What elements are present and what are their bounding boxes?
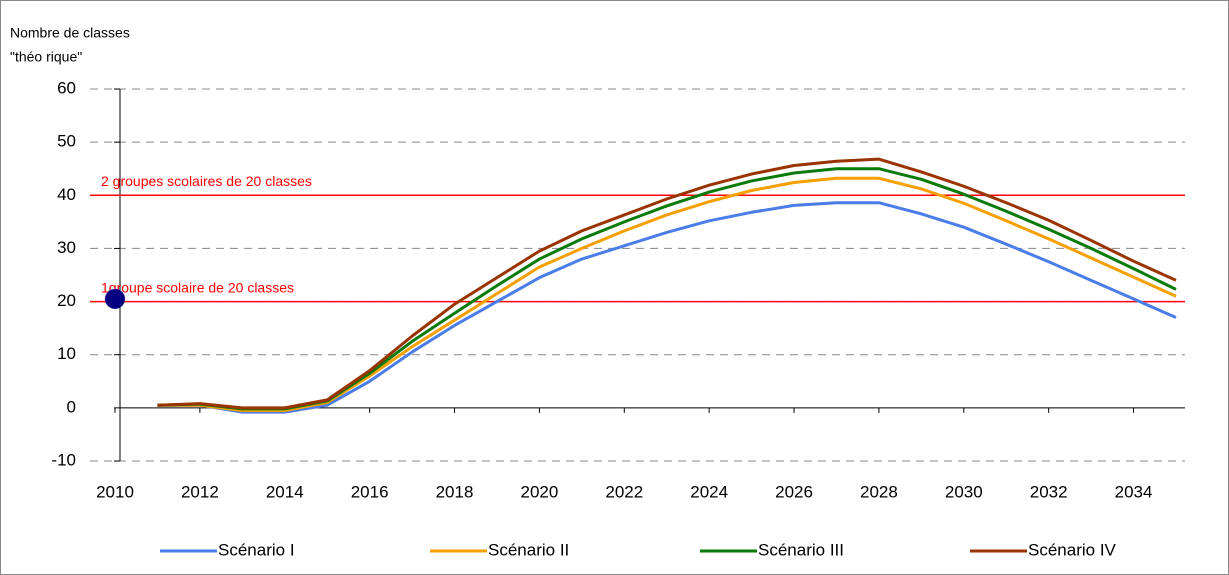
y-tick-label: 20 bbox=[57, 291, 76, 310]
x-tick-label: 2010 bbox=[96, 482, 134, 501]
x-tick-label: 2014 bbox=[266, 482, 304, 501]
x-tick-label: 2034 bbox=[1115, 482, 1153, 501]
y-tick-label: 50 bbox=[57, 132, 76, 151]
series-line bbox=[157, 176, 1177, 413]
point bbox=[105, 288, 125, 309]
x-tick-label: 2024 bbox=[690, 482, 728, 501]
series-line bbox=[157, 201, 1177, 414]
y-axis-label: Nombre de classes bbox=[10, 25, 130, 41]
y-tick-label: -10 bbox=[51, 450, 76, 469]
x-tick-label: 2020 bbox=[520, 482, 558, 501]
y-tick-label: 40 bbox=[57, 185, 76, 204]
y-tick-label: 10 bbox=[57, 344, 76, 363]
x-tick-label: 2012 bbox=[181, 482, 219, 501]
legend-label: Scénario III bbox=[758, 540, 844, 559]
x-tick-label: 2030 bbox=[945, 482, 983, 501]
x-tick-label: 2016 bbox=[351, 482, 389, 501]
x-tick-label: 2022 bbox=[605, 482, 643, 501]
y-tick-label: 0 bbox=[67, 397, 76, 416]
reference-label: 1groupe scolaire de 20 classes bbox=[101, 279, 294, 295]
reference-label: 2 groupes scolaires de 20 classes bbox=[101, 173, 312, 189]
y-tick-label: 30 bbox=[57, 238, 76, 257]
y-tick-label: 60 bbox=[57, 78, 76, 97]
legend-label: Scénario IV bbox=[1028, 540, 1117, 559]
x-tick-label: 2028 bbox=[860, 482, 898, 501]
y-axis-label: "théo rique" bbox=[10, 49, 82, 65]
x-tick-label: 2026 bbox=[775, 482, 813, 501]
series-line bbox=[157, 157, 1177, 410]
legend-label: Scénario I bbox=[218, 540, 295, 559]
x-tick-label: 2018 bbox=[436, 482, 474, 501]
x-tick-label: 2032 bbox=[1030, 482, 1068, 501]
legend-label: Scénario II bbox=[488, 540, 569, 559]
